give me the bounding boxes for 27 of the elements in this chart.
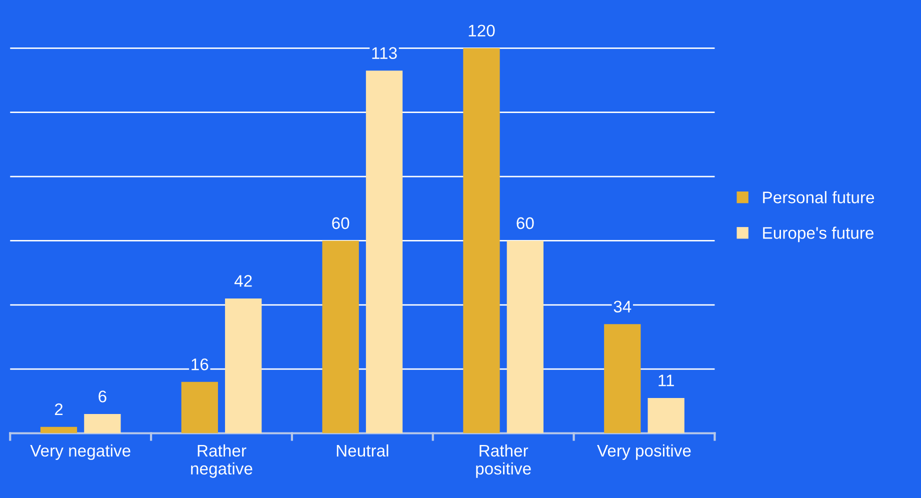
x-tick-label: Very positive: [597, 444, 691, 460]
x-tick-label: Very negative: [30, 444, 130, 460]
bar: [84, 414, 121, 434]
bar: [322, 240, 359, 434]
data-label: 60: [516, 217, 534, 230]
x-tick-label: Neutral: [336, 444, 388, 457]
bar: [40, 426, 78, 434]
data-label: 16: [192, 358, 208, 370]
bar: [648, 398, 684, 434]
bar: [463, 48, 500, 434]
data-label: 6: [98, 390, 106, 402]
x-tick-label: Rather negative: [191, 444, 252, 478]
data-label: 120: [468, 24, 495, 37]
data-label: 11: [658, 374, 674, 386]
bar: [181, 382, 218, 434]
data-label: 34: [614, 300, 632, 313]
bar: [506, 240, 544, 434]
bar: [225, 298, 262, 434]
x-tick-label: Rather positive: [476, 444, 531, 478]
bar: [604, 324, 641, 434]
data-label: 60: [332, 217, 350, 230]
legend-label: Personal future: [763, 191, 874, 204]
data-label: 113: [372, 47, 397, 59]
legend-label: Europe's future: [763, 226, 874, 242]
bar: [366, 70, 403, 434]
data-label: 42: [234, 275, 252, 287]
data-label: 2: [54, 403, 63, 416]
